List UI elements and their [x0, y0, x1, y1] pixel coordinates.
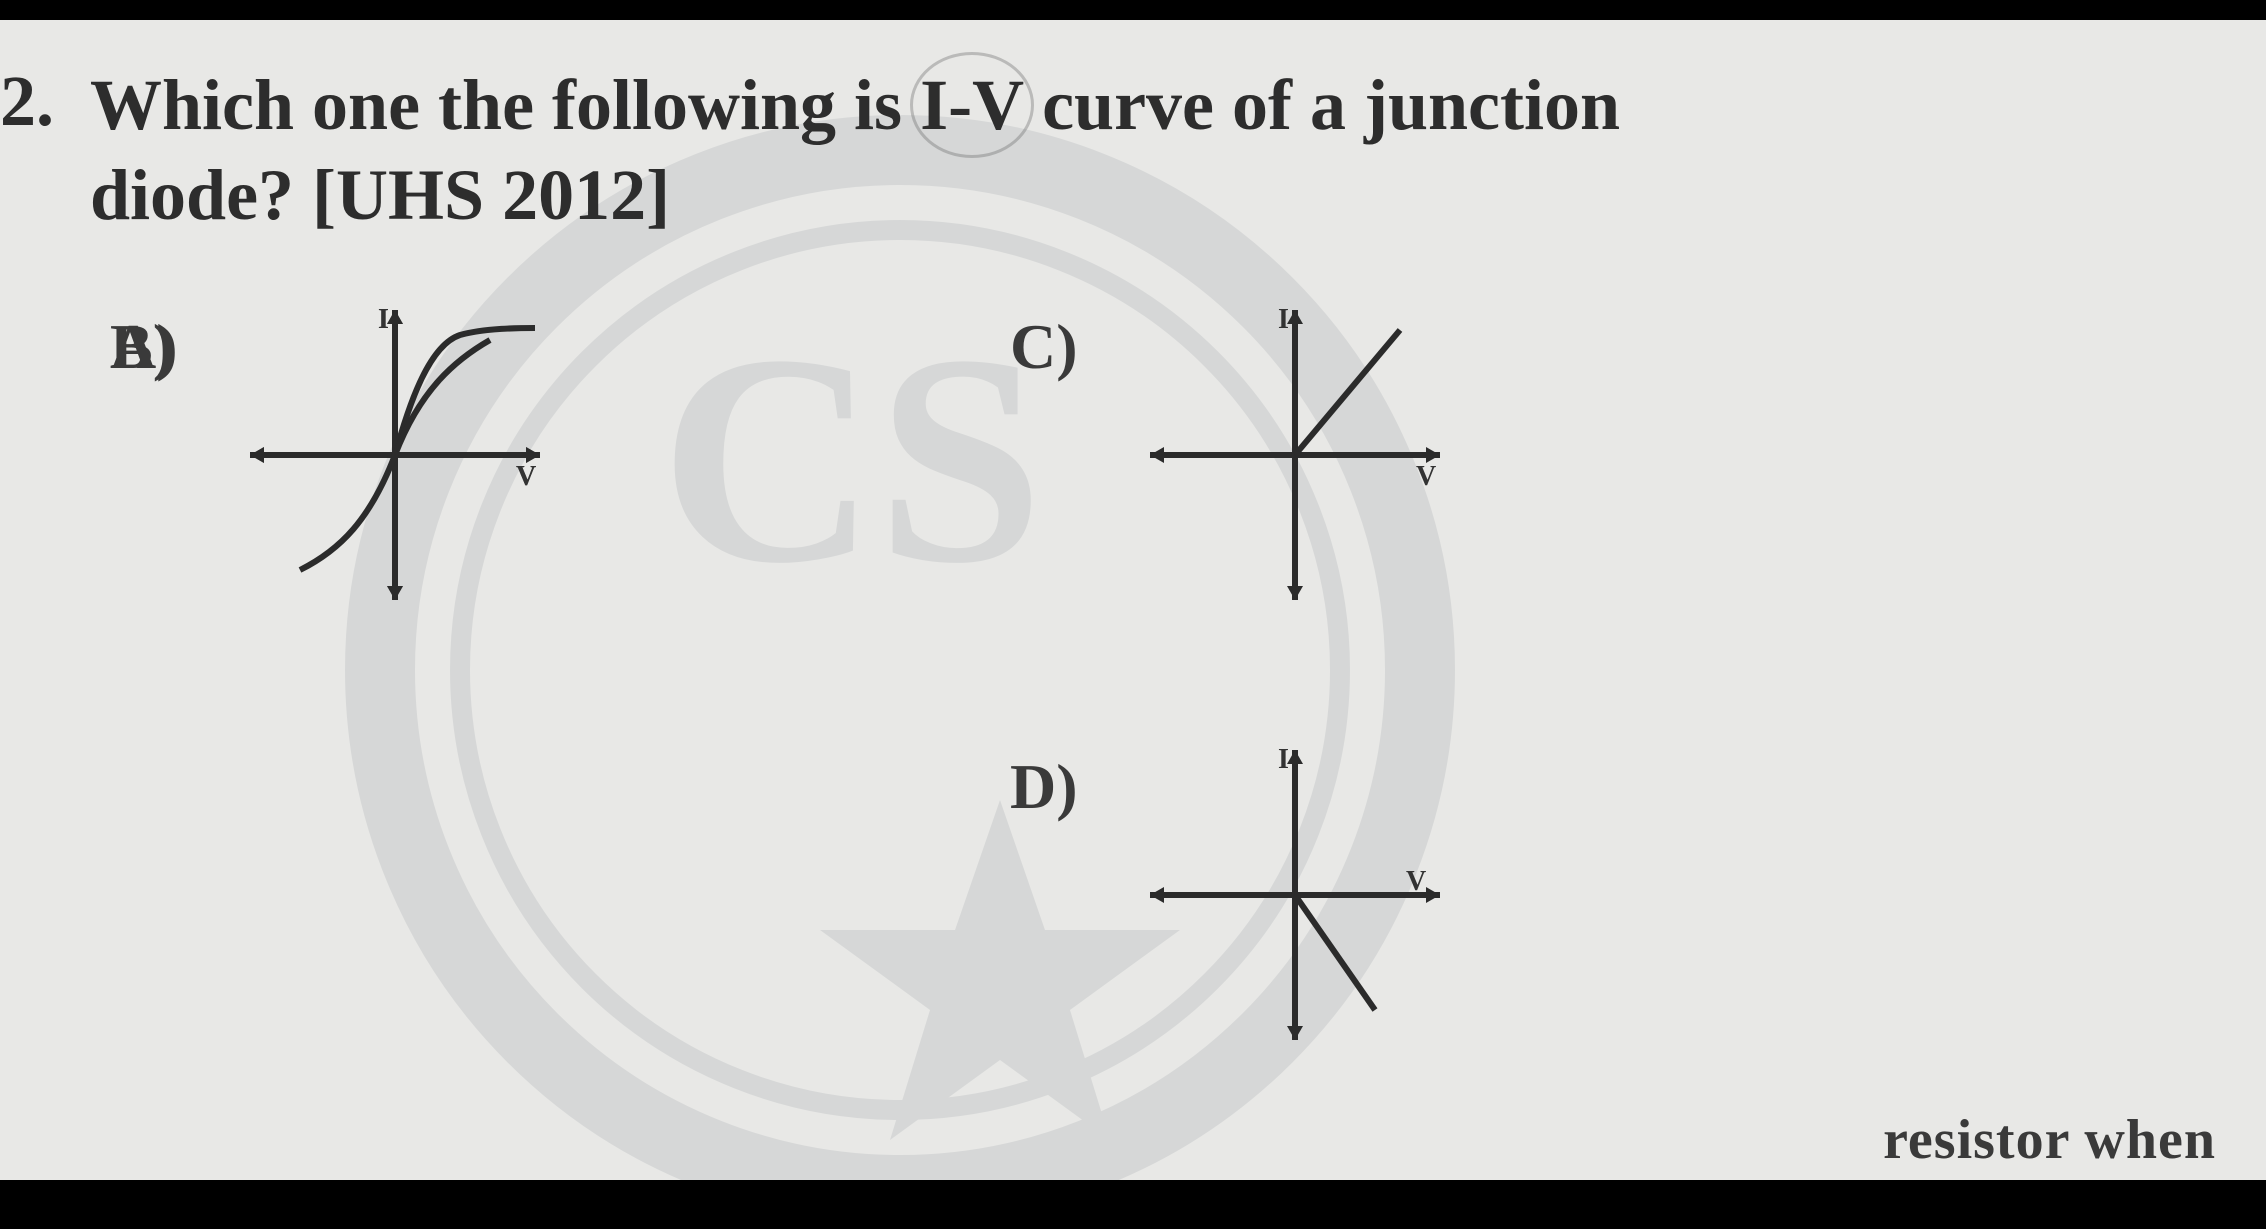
iv-label: I-V [920, 60, 1024, 150]
axis-v-label: V [1406, 866, 1426, 897]
question-text-part2: diode? [UHS 2012] [90, 155, 670, 235]
option-d-label: D) [1010, 750, 1078, 824]
footer-fragment: resistor when [1883, 1108, 2216, 1172]
question-text: Which one the following is I-V curve of … [90, 60, 2226, 240]
axis-v-label: V [516, 461, 536, 492]
option-b-graph: I V [230, 290, 560, 620]
option-b-label: B) [110, 310, 174, 384]
option-b: B) I V [110, 290, 1010, 690]
question-text-part1: Which one the following is [90, 65, 902, 145]
axis-i-label: I [1278, 304, 1289, 335]
question-number: 2. [0, 60, 54, 143]
option-d-graph: I V [1130, 730, 1460, 1060]
axis-i-label: I [1278, 744, 1289, 775]
option-c: C) I V [1010, 290, 1910, 690]
option-d: D) I V [1010, 730, 1910, 1130]
exam-page: CS 2. Which one the following is I-V cur… [0, 20, 2266, 1180]
option-c-graph: I V [1130, 290, 1460, 620]
axis-i-label: I [378, 304, 389, 335]
options-container: A) I V B) [110, 290, 2110, 1170]
axis-v-label: V [1416, 461, 1436, 492]
question-text-part1-tail: curve of a junction [1042, 65, 1620, 145]
option-c-label: C) [1010, 310, 1078, 384]
